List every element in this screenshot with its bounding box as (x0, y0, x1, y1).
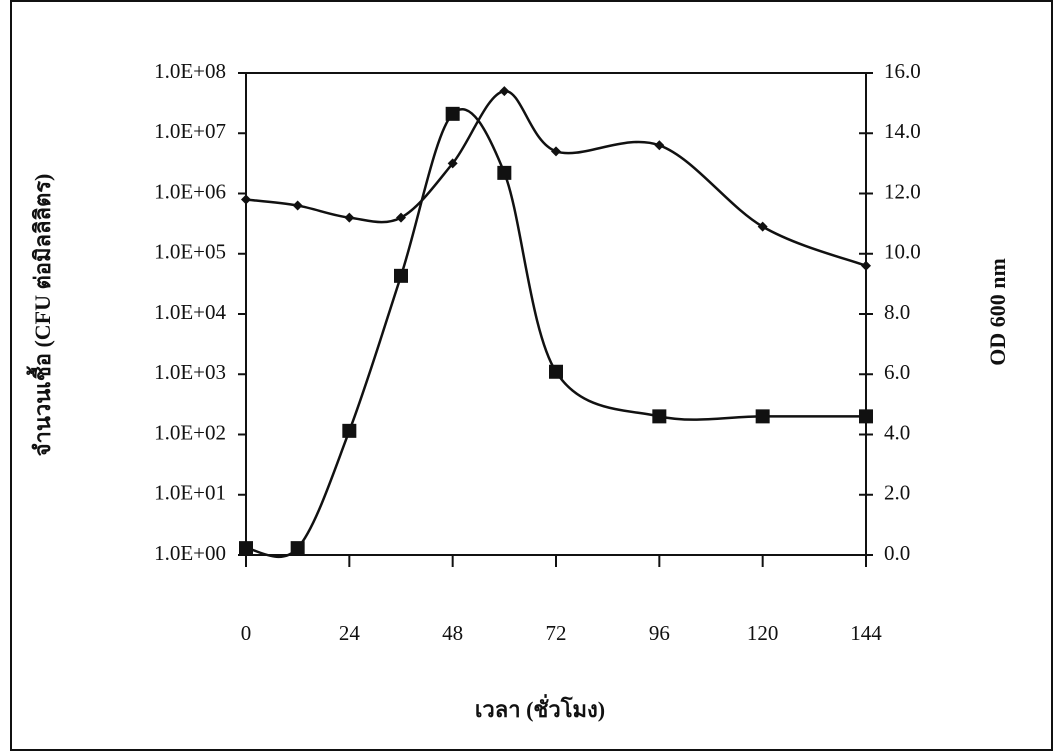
marker (859, 409, 873, 424)
marker (344, 212, 355, 223)
x-tick-label: 48 (442, 621, 463, 645)
marker (241, 194, 251, 205)
y-tick-label: 1.0E+00 (154, 541, 226, 565)
y2-tick-label: 2.0 (884, 481, 910, 505)
y2-tick-label: 6.0 (884, 360, 910, 384)
marker (861, 260, 871, 271)
y2-axis-title: OD 600 nm (985, 258, 1010, 366)
y2-tick-label: 14.0 (884, 119, 921, 143)
y-axis-title: จำนวนเชื้อ (CFU ต่อมิลลิลิตร) (26, 174, 55, 457)
x-axis-title: เวลา (ชั่วโมง) (475, 693, 605, 722)
y-tick-label: 1.0E+02 (154, 420, 226, 444)
x-tick-label: 0 (241, 621, 252, 645)
x-tick-label: 144 (850, 621, 882, 645)
marker (755, 409, 770, 424)
y2-tick-label: 0.0 (884, 541, 910, 565)
marker (445, 106, 460, 121)
marker (654, 140, 665, 151)
frame (10, 0, 1053, 751)
y-tick-label: 1.0E+05 (154, 240, 226, 264)
y-tick-label: 1.0E+08 (154, 59, 226, 83)
y-tick-label: 1.0E+04 (154, 300, 226, 324)
x-tick-label: 96 (649, 621, 670, 645)
marker (342, 423, 357, 438)
y2-tick-label: 4.0 (884, 420, 910, 444)
y-tick-label: 1.0E+01 (154, 481, 226, 505)
marker (447, 158, 458, 169)
marker (757, 221, 768, 232)
y2-tick-label: 8.0 (884, 300, 910, 324)
marker (551, 146, 561, 157)
series-line (245, 89, 867, 267)
y2-tick-label: 16.0 (884, 59, 921, 83)
marker (396, 212, 406, 223)
x-tick-label: 72 (546, 621, 567, 645)
marker (394, 268, 408, 283)
x-tick-label: 120 (747, 621, 779, 645)
x-tick-label: 24 (339, 621, 361, 645)
marker (239, 541, 253, 556)
marker (499, 86, 510, 97)
y-tick-label: 1.0E+07 (154, 119, 226, 143)
series-line (245, 108, 866, 559)
y-tick-label: 1.0E+06 (154, 179, 226, 203)
marker (290, 541, 305, 556)
y2-tick-label: 12.0 (884, 179, 921, 203)
y-tick-label: 1.0E+03 (154, 360, 226, 384)
marker (549, 364, 563, 379)
marker (292, 200, 303, 211)
y2-tick-label: 10.0 (884, 240, 921, 264)
marker (652, 409, 667, 424)
marker (497, 165, 512, 180)
